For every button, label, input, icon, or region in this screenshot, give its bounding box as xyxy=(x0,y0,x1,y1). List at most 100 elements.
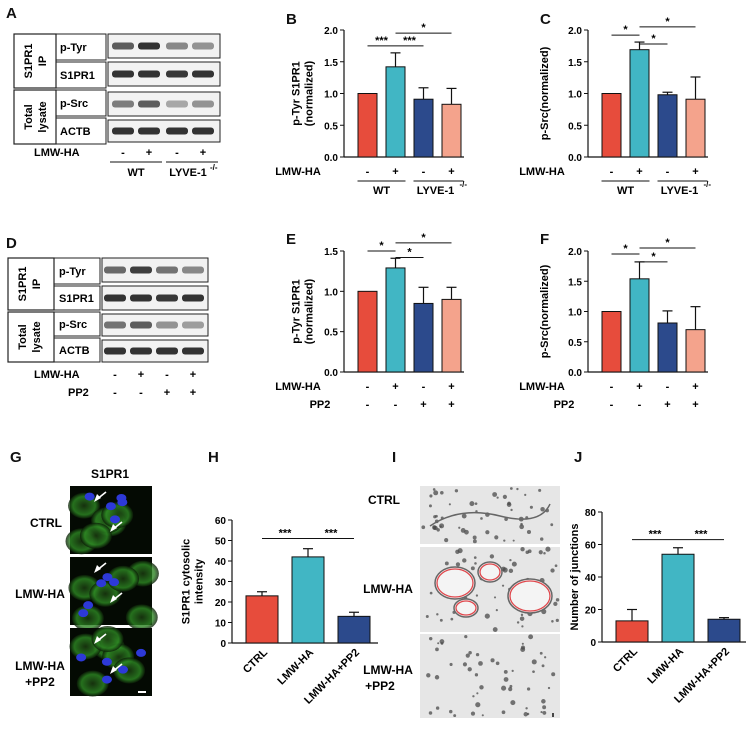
nucleus xyxy=(83,601,94,610)
y-tick-label: 0.5 xyxy=(568,338,582,349)
cell-cluster xyxy=(526,529,532,535)
svg-text:IP: IP xyxy=(31,279,43,289)
significance-label: * xyxy=(379,240,384,252)
sign-mark: - xyxy=(422,381,426,393)
y-axis-label: p-Tyr S1PR1 xyxy=(291,61,303,126)
y-tick-label: 10 xyxy=(215,619,227,630)
nucleus xyxy=(117,498,128,507)
cell-cluster xyxy=(512,539,515,542)
bar xyxy=(707,618,741,643)
cell-cluster xyxy=(510,700,516,706)
svg-text:S1PR1: S1PR1 xyxy=(17,267,29,302)
arrow-head xyxy=(110,524,117,532)
cell-cluster xyxy=(492,492,498,497)
cell-cluster xyxy=(439,523,445,529)
cell-cluster xyxy=(472,539,477,544)
sign-mark: + xyxy=(664,399,670,411)
arrow-head xyxy=(94,565,101,573)
blot-d-treat1-label: LMW-HA xyxy=(34,369,80,381)
cell-cluster xyxy=(551,620,554,623)
ip-label-line2: IP xyxy=(37,56,49,66)
cell-cluster xyxy=(523,712,528,717)
sign-row-label: PP2 xyxy=(554,399,575,411)
y-tick-label: 0 xyxy=(590,638,596,649)
cell-cluster xyxy=(448,503,451,506)
tube xyxy=(429,503,551,527)
blot-a-group2: LYVE-1 xyxy=(169,167,207,179)
category-label: CTRL xyxy=(611,645,640,674)
cell-cluster xyxy=(550,568,555,573)
cell-cluster xyxy=(474,562,477,565)
cell-cluster xyxy=(475,702,481,708)
sign-mark: - xyxy=(666,166,670,178)
panel-letter-a: A xyxy=(6,5,17,22)
cell-cluster xyxy=(496,496,499,499)
panel-letter-j: J xyxy=(574,449,582,466)
y-tick-label: 1.5 xyxy=(324,58,338,69)
svg-text:+: + xyxy=(190,369,196,381)
nucleus xyxy=(102,573,113,582)
cell-cluster xyxy=(428,711,433,715)
significance-label: * xyxy=(623,243,628,255)
cell-cluster xyxy=(529,505,533,509)
arrow-head xyxy=(110,595,117,603)
cell-cluster xyxy=(540,711,543,714)
cell xyxy=(113,657,146,684)
bar xyxy=(291,556,325,644)
y-tick-label: 20 xyxy=(215,598,227,609)
brightfield-image xyxy=(420,634,560,718)
significance-label: * xyxy=(651,251,656,263)
y-tick-label: 50 xyxy=(215,537,227,548)
cell-cluster xyxy=(521,642,524,645)
y-axis-label: p-Tyr S1PR1 xyxy=(291,279,303,344)
micrograph-i-label-ctrl: CTRL xyxy=(368,493,400,507)
group-label-sup: -/- xyxy=(704,180,712,189)
cell-cluster xyxy=(433,490,439,496)
cell-cluster xyxy=(541,664,545,668)
cell-cluster xyxy=(450,617,454,621)
sign-mark: + xyxy=(420,399,426,411)
bar xyxy=(441,103,462,158)
blot-d-row-psrc: p-Src xyxy=(59,319,87,331)
svg-text:+: + xyxy=(164,387,170,399)
sign-row-label: LMW-HA xyxy=(519,381,565,393)
y-axis-label: (normalized) xyxy=(304,60,316,126)
cell xyxy=(79,522,112,549)
blot-d-row-ptyr: p-Tyr xyxy=(59,266,86,278)
significance-label: * xyxy=(623,24,628,36)
bar xyxy=(245,595,279,644)
bar xyxy=(601,93,622,158)
cell-cluster xyxy=(495,661,500,666)
cell-cluster xyxy=(440,642,444,645)
cell-cluster xyxy=(554,564,558,568)
cell-cluster xyxy=(453,714,457,718)
cell-cluster xyxy=(540,506,545,512)
cell-cluster xyxy=(478,661,483,666)
cell-cluster xyxy=(510,508,513,512)
cell-cluster xyxy=(481,714,484,717)
micrograph-g-label-lmw: LMW-HA xyxy=(15,587,65,601)
blot-band xyxy=(182,347,204,355)
micrograph-i-label-pp2-2: +PP2 xyxy=(365,679,395,693)
blot-band xyxy=(112,70,134,78)
cell-cluster xyxy=(520,645,526,650)
cell-cluster xyxy=(511,561,517,567)
sign-mark: - xyxy=(422,166,426,178)
micrograph-g-title: S1PR1 xyxy=(91,467,129,481)
cell-cluster xyxy=(503,539,506,542)
bar xyxy=(629,278,650,373)
category-label: CTRL xyxy=(241,646,270,675)
y-tick-label: 0.0 xyxy=(568,153,582,164)
y-tick-label: 0.0 xyxy=(324,153,338,164)
tube-ring xyxy=(434,566,476,600)
bar xyxy=(441,298,462,373)
cell-cluster xyxy=(532,670,535,674)
cell-cluster xyxy=(555,618,559,623)
y-tick-label: 1.5 xyxy=(568,277,582,288)
sign-mark: - xyxy=(366,399,370,411)
blot-band xyxy=(182,266,204,274)
cell-cluster xyxy=(495,609,498,612)
nucleus xyxy=(96,579,107,588)
significance-label: *** xyxy=(279,527,293,539)
cell-cluster xyxy=(470,711,476,716)
